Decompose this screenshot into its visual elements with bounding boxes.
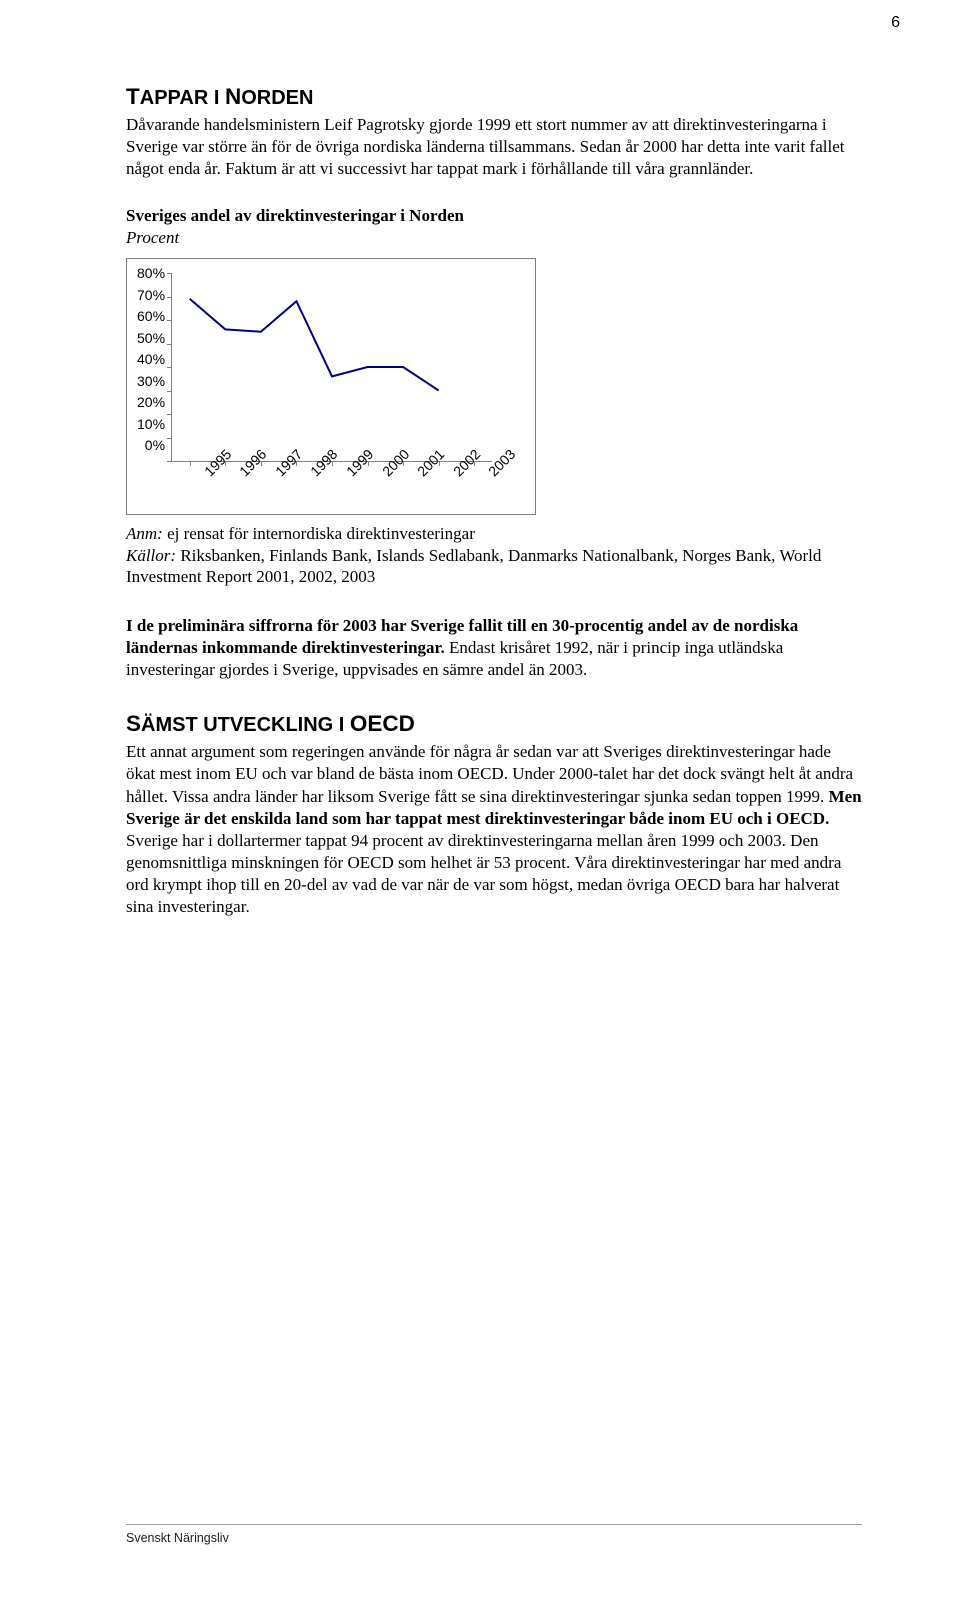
section-heading-tappar: TAPPAR I NORDEN: [126, 84, 864, 110]
y-label: 50%: [137, 330, 165, 346]
chart-subtitle: Procent: [126, 228, 864, 248]
y-label: 20%: [137, 394, 165, 410]
y-label: 30%: [137, 373, 165, 389]
x-label: 1999: [343, 468, 373, 498]
heading2-rest: ÄMST UTVECKLING I: [141, 714, 350, 736]
para-b: Sverige har i dollartermer tappat 94 pro…: [126, 831, 841, 916]
kallor-text: Riksbanken, Finlands Bank, Islands Sedla…: [126, 546, 821, 586]
x-label: 1996: [236, 468, 266, 498]
heading2-cap: S: [126, 711, 141, 736]
footer: Svenskt Näringsliv: [126, 1524, 862, 1545]
section2-paragraph: Ett annat argument som regeringen använd…: [126, 741, 864, 918]
x-label: 2002: [450, 468, 480, 498]
chart-title: Sveriges andel av direktinvesteringar i …: [126, 206, 864, 226]
y-axis-labels: 80% 70% 60% 50% 40% 30% 20% 10% 0%: [137, 265, 171, 453]
x-label: 1998: [307, 468, 337, 498]
heading-text: TAPPAR I NORDEN: [126, 87, 313, 109]
heading-rest: APPAR I: [140, 87, 225, 109]
anm-text: ej rensat för internordiska direktinvest…: [163, 524, 475, 543]
section1-paragraph: Dåvarande handelsministern Leif Pagrotsk…: [126, 114, 864, 180]
x-label: 2000: [379, 468, 409, 498]
y-label: 60%: [137, 308, 165, 324]
y-label: 40%: [137, 351, 165, 367]
heading2-oecd: OECD: [350, 711, 415, 736]
paragraph-2: I de preliminära siffrorna för 2003 har …: [126, 615, 864, 681]
y-label: 70%: [137, 287, 165, 303]
y-label: 0%: [145, 437, 165, 453]
chart-notes: Anm: ej rensat för internordiska direkti…: [126, 523, 864, 587]
x-label: 2001: [414, 468, 444, 498]
x-label: 1997: [272, 468, 302, 498]
y-label: 80%: [137, 265, 165, 281]
heading2-text: SÄMST UTVECKLING I OECD: [126, 714, 415, 736]
y-label: 10%: [137, 416, 165, 432]
chart-container: 80% 70% 60% 50% 40% 30% 20% 10% 0% 19951…: [126, 258, 536, 515]
page-number: 6: [891, 14, 900, 32]
x-axis-labels: 199519961997199819992000200120022003: [137, 462, 525, 504]
heading-cap: T: [126, 84, 140, 109]
x-label: 2003: [485, 468, 515, 498]
x-label: 1995: [201, 468, 231, 498]
heading-cap2: N: [225, 84, 241, 109]
para-a: Ett annat argument som regeringen använd…: [126, 742, 853, 805]
section-heading-oecd: SÄMST UTVECKLING I OECD: [126, 711, 864, 737]
plot-area: [171, 273, 492, 462]
kallor-label: Källor:: [126, 546, 176, 565]
anm-label: Anm:: [126, 524, 163, 543]
heading-rest2: ORDEN: [241, 87, 313, 109]
chart-svg: [172, 273, 492, 461]
